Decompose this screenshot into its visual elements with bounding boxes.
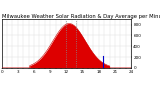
Text: Milwaukee Weather Solar Radiation & Day Average per Minute W/m2 (Today): Milwaukee Weather Solar Radiation & Day … <box>2 14 160 19</box>
